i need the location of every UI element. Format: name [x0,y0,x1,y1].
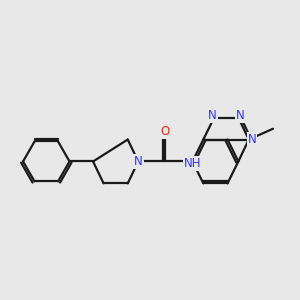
Text: N: N [208,109,217,122]
Text: N: N [134,155,142,168]
Text: NH: NH [184,157,201,169]
Text: N: N [248,133,256,146]
Text: N: N [236,109,244,122]
Text: O: O [161,125,170,138]
